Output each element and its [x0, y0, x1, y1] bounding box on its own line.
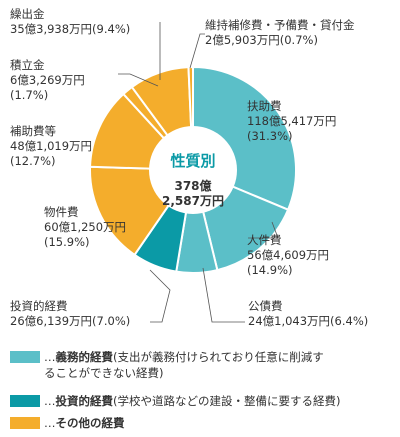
- legend-bold-mandatory: 義務的経費: [55, 350, 114, 364]
- legend-swatch-mandatory: [10, 351, 40, 363]
- donut-hole: [149, 126, 237, 214]
- label-hojohi-percent: (12.7%): [10, 154, 56, 168]
- legend-prefix-other: …: [44, 416, 56, 430]
- legend-swatch-investment: [10, 395, 40, 407]
- label-jinkenhi-percent: (14.9%): [247, 263, 293, 277]
- label-fujohi-percent: (31.3%): [247, 129, 293, 143]
- label-bukkenhi-amount: 60億1,250万円: [44, 220, 127, 234]
- label-bukkenhi: 物件費 60億1,250万円 (15.9%): [44, 205, 126, 250]
- label-bukkenhi-name: 物件費: [44, 205, 79, 219]
- label-iji-amount: 2億5,903万円(0.7%): [205, 33, 318, 47]
- label-fujohi-amount: 118億5,417万円: [247, 114, 337, 128]
- leader-line-iji: [189, 33, 205, 69]
- center-total-line2: 2,587万円: [162, 194, 224, 208]
- label-tsumitatekin-percent: (1.7%): [10, 88, 49, 102]
- legend-bold-investment: 投資的経費: [55, 394, 114, 408]
- legend-desc-investment: (学校や道路などの建設・整備に要する経費): [113, 394, 341, 408]
- label-fujohi: 扶助費 118億5,417万円 (31.3%): [247, 99, 336, 144]
- legend-text-investment: …投資的経費(学校や道路などの建設・整備に要する経費): [44, 393, 394, 409]
- center-total-line1: 378億: [174, 178, 211, 193]
- label-iji-name: 維持補修費・予備費・貸付金: [205, 18, 355, 32]
- label-hojohi-name: 補助費等: [10, 124, 56, 138]
- label-kuridashikin-amount: 35億3,938万円(9.4%): [10, 22, 131, 36]
- label-fujohi-name: 扶助費: [247, 99, 282, 113]
- label-tsumitatekin: 積立金 6億3,269万円 (1.7%): [10, 58, 85, 103]
- label-iji: 維持補修費・予備費・貸付金 2億5,903万円(0.7%): [205, 18, 355, 48]
- label-kuridashikin-name: 繰出金: [10, 7, 45, 21]
- leader-line-kosaihi: [202, 267, 245, 323]
- legend-prefix-mandatory: …: [44, 350, 56, 364]
- label-jinkenhi-amount: 56億4,609万円: [247, 248, 330, 262]
- leader-line-tsumitatekin: [118, 73, 159, 87]
- label-hojohi-amount: 48億1,019万円: [10, 139, 93, 153]
- legend-prefix-investment: …: [44, 394, 56, 408]
- legend-swatch-other: [10, 417, 40, 429]
- label-kuridashikin: 繰出金 35億3,938万円(9.4%): [10, 7, 130, 37]
- label-toushiteki: 投資的経費 26億6,139万円(7.0%): [10, 299, 130, 329]
- donut-chart: 性質別 378億 2,587万円: [89, 22, 297, 323]
- center-title: 性質別: [170, 152, 215, 170]
- legend-text-other: …その他の経費: [44, 415, 394, 431]
- label-hojohi: 補助費等 48億1,019万円 (12.7%): [10, 124, 92, 169]
- legend-desc-mandatory: (支出が義務付けられており任意に削減す: [113, 350, 324, 364]
- legend-text-mandatory: …義務的経費(支出が義務付けられており任意に削減す ることができない経費): [44, 349, 394, 381]
- label-jinkenhi: 人件費 56億4,609万円 (14.9%): [247, 233, 329, 278]
- label-kosaihi-name: 公債費: [248, 299, 283, 313]
- label-kosaihi: 公債費 24億1,043万円(6.4%): [248, 299, 368, 329]
- label-toushiteki-name: 投資的経費: [10, 299, 68, 313]
- label-kosaihi-amount: 24億1,043万円(6.4%): [248, 314, 369, 328]
- legend-bold-other: その他の経費: [55, 416, 125, 430]
- legend-desc2-mandatory: ることができない経費): [44, 366, 164, 380]
- leader-lines: [118, 22, 279, 323]
- label-bukkenhi-percent: (15.9%): [44, 235, 90, 249]
- label-tsumitatekin-name: 積立金: [10, 58, 45, 72]
- leader-line-toushiteki: [149, 269, 171, 323]
- leader-line-jinkenhi: [248, 221, 279, 239]
- label-tsumitatekin-amount: 6億3,269万円: [10, 73, 85, 87]
- label-toushiteki-amount: 26億6,139万円(7.0%): [10, 314, 131, 328]
- label-jinkenhi-name: 人件費: [247, 233, 282, 247]
